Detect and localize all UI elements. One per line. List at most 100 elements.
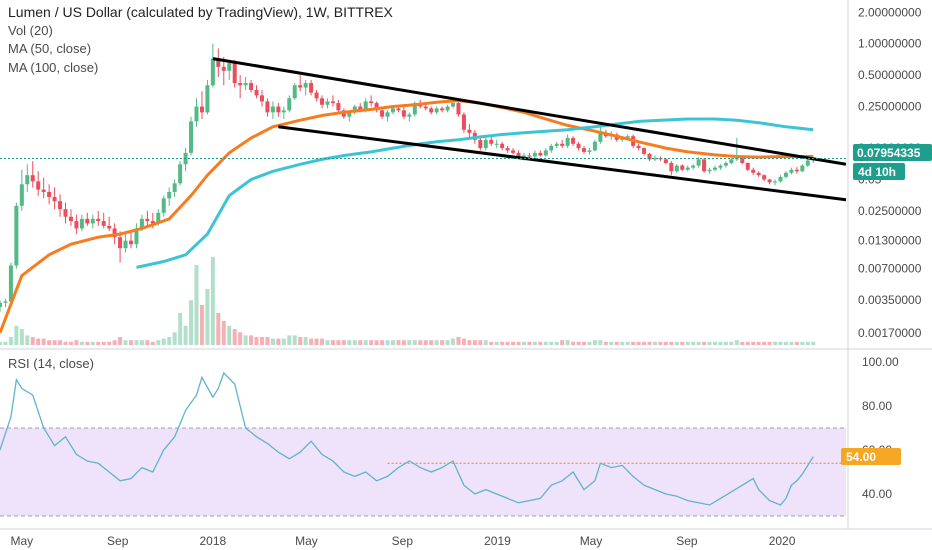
candle-body bbox=[145, 218, 150, 222]
volume-bar bbox=[691, 341, 696, 345]
time-tick-label: May bbox=[10, 534, 33, 548]
volume-bar bbox=[538, 341, 543, 345]
candle-body bbox=[8, 265, 13, 302]
volume-bar bbox=[592, 340, 597, 345]
candlesticks bbox=[0, 43, 816, 312]
price-tick-label: 1.00000000 bbox=[858, 37, 922, 51]
candle-body bbox=[270, 106, 275, 113]
volume-bar bbox=[521, 341, 526, 345]
candle-body bbox=[483, 139, 488, 149]
candle-body bbox=[461, 114, 466, 130]
vol-legend[interactable]: Vol (20) bbox=[8, 22, 53, 38]
candle-body bbox=[79, 218, 84, 229]
volume-bar bbox=[642, 341, 647, 345]
trendlines[interactable] bbox=[212, 57, 847, 202]
countdown-tag-bg bbox=[853, 163, 905, 180]
volume-bar bbox=[685, 341, 690, 345]
volume-bar bbox=[281, 338, 286, 345]
symbol-title[interactable]: Lumen / US Dollar (calculated by Trading… bbox=[8, 4, 393, 20]
volume-bar bbox=[287, 335, 292, 345]
candle-body bbox=[150, 221, 155, 224]
volume-bar bbox=[412, 340, 417, 345]
time-tick-label: Sep bbox=[392, 534, 414, 548]
candle-body bbox=[276, 106, 281, 113]
candle-body bbox=[773, 181, 778, 183]
rsi-legend[interactable]: RSI (14, close) bbox=[8, 356, 94, 371]
candle-body bbox=[729, 159, 734, 163]
moving-averages bbox=[0, 99, 814, 334]
volume-bar bbox=[145, 340, 150, 345]
volume-bar bbox=[663, 341, 668, 345]
candle-body bbox=[407, 114, 412, 117]
time-axis[interactable]: May Sep 2018 May Sep 2019 May Sep 2020 bbox=[10, 534, 795, 548]
rsi-tick-label: 40.00 bbox=[862, 487, 892, 501]
volume-bar bbox=[756, 341, 761, 345]
volume-bar bbox=[511, 341, 516, 345]
volume-bar bbox=[194, 265, 199, 345]
candle-body bbox=[254, 90, 259, 96]
volume-bar bbox=[232, 329, 237, 345]
candle-body bbox=[352, 106, 357, 113]
volume-bar bbox=[325, 340, 330, 345]
ma100-legend[interactable]: MA (100, close) bbox=[8, 59, 99, 75]
ma50-line bbox=[0, 99, 814, 334]
volume-bar bbox=[647, 341, 652, 345]
candle-body bbox=[478, 139, 483, 149]
volume-bar bbox=[128, 340, 133, 345]
volume-bar bbox=[243, 335, 248, 345]
volume-bar bbox=[461, 338, 466, 345]
volume-bar bbox=[374, 340, 379, 345]
volume-bar bbox=[41, 338, 46, 345]
ma100-line bbox=[136, 117, 814, 269]
volume-bar bbox=[336, 340, 341, 345]
volume-bar bbox=[210, 257, 215, 345]
candle-body bbox=[767, 179, 772, 183]
candle-body bbox=[172, 183, 177, 192]
candle-body bbox=[696, 159, 701, 166]
volume-bar bbox=[451, 338, 456, 345]
candle-body bbox=[216, 58, 221, 67]
candle-body bbox=[740, 158, 745, 163]
volume-bar bbox=[718, 341, 723, 345]
volume-bar bbox=[778, 341, 783, 345]
candle-body bbox=[385, 112, 390, 117]
volume-bar bbox=[0, 341, 2, 345]
last-price-tag-bg bbox=[853, 144, 932, 161]
time-tick-label: Sep bbox=[676, 534, 698, 548]
time-tick-label: 2018 bbox=[200, 534, 227, 548]
candle-body bbox=[68, 216, 73, 222]
candle-body bbox=[281, 110, 286, 113]
volume-bar bbox=[773, 341, 778, 345]
volume-bar bbox=[423, 340, 428, 345]
volume-bar bbox=[587, 341, 592, 345]
volume-bar bbox=[401, 340, 406, 345]
candle-body bbox=[401, 110, 406, 117]
candle-body bbox=[320, 98, 325, 105]
candle-body bbox=[511, 150, 516, 153]
candle-body bbox=[783, 172, 788, 177]
volume-bar bbox=[385, 340, 390, 345]
candle-body bbox=[794, 169, 799, 172]
volume-bar bbox=[429, 340, 434, 345]
volume-bar bbox=[745, 341, 750, 345]
volume-bar bbox=[734, 340, 739, 345]
candle-body bbox=[642, 148, 647, 154]
volume-bar bbox=[238, 332, 243, 345]
candle-body bbox=[139, 218, 144, 229]
candle-body bbox=[74, 221, 79, 229]
candle-body bbox=[134, 228, 139, 245]
volume-bar bbox=[603, 341, 608, 345]
volume-bar bbox=[167, 337, 172, 345]
time-tick-label: 2019 bbox=[484, 534, 511, 548]
volume-bar bbox=[58, 340, 63, 345]
candle-body bbox=[451, 103, 456, 107]
volume-bar bbox=[249, 335, 254, 345]
candle-body bbox=[128, 240, 133, 245]
volume-bar bbox=[669, 341, 674, 345]
volume-bar bbox=[751, 341, 756, 345]
volume-bar bbox=[396, 340, 401, 345]
ma50-legend[interactable]: MA (50, close) bbox=[8, 41, 92, 56]
candle-body bbox=[249, 83, 254, 91]
